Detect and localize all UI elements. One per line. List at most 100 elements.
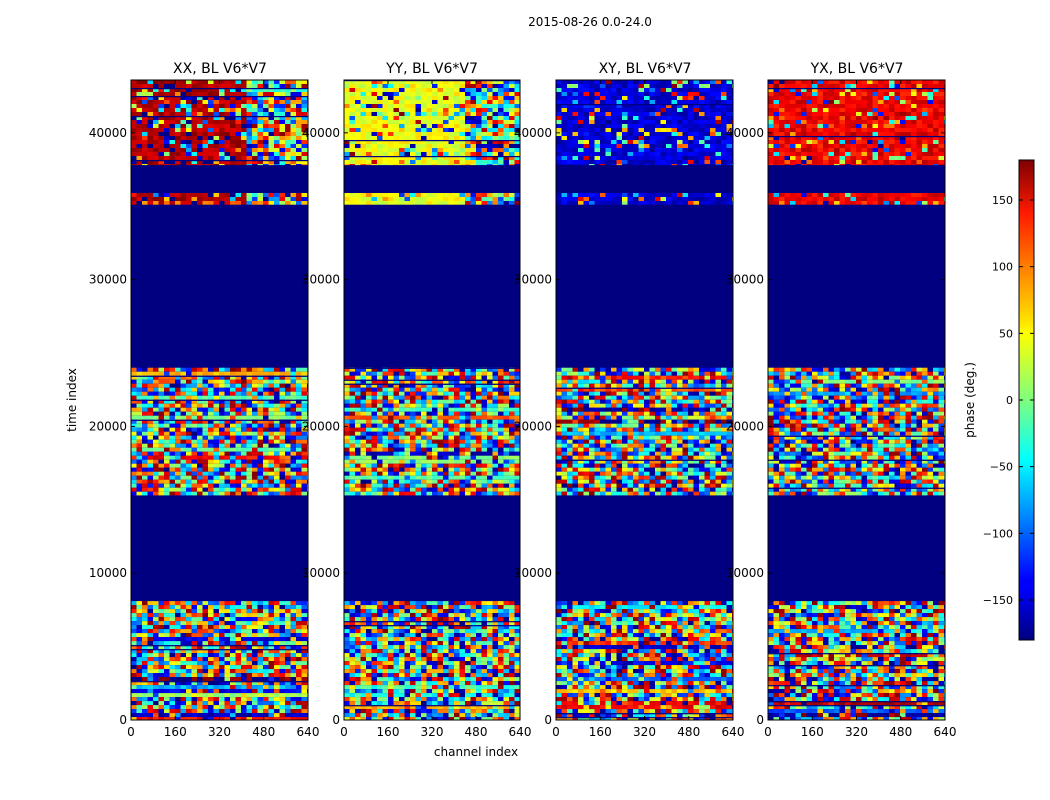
phase-cell bbox=[158, 641, 164, 646]
phase-cell bbox=[470, 487, 476, 492]
phase-cell bbox=[268, 637, 274, 642]
phase-cell bbox=[432, 661, 438, 666]
phase-cell bbox=[186, 467, 192, 472]
phase-cell bbox=[296, 144, 302, 148]
phase-cell bbox=[241, 697, 247, 702]
phase-cell bbox=[191, 367, 197, 372]
phase-cell bbox=[142, 455, 148, 460]
phase-cell bbox=[186, 661, 192, 666]
phase-cell bbox=[197, 100, 203, 104]
phase-cell bbox=[219, 479, 225, 484]
phase-cell bbox=[349, 677, 355, 682]
phase-cell bbox=[246, 701, 252, 706]
phase-cell bbox=[180, 156, 186, 160]
phase-cell bbox=[285, 431, 291, 436]
phase-cell bbox=[279, 653, 285, 658]
phase-cell bbox=[175, 108, 181, 112]
phase-cell bbox=[279, 633, 285, 638]
phase-cell bbox=[197, 677, 203, 682]
phase-cell bbox=[164, 197, 170, 201]
phase-cell bbox=[301, 653, 307, 658]
phase-cell bbox=[437, 685, 443, 690]
phase-cell bbox=[498, 483, 504, 488]
phase-cell bbox=[399, 383, 405, 388]
phase-cell bbox=[360, 375, 366, 380]
phase-cell bbox=[153, 479, 159, 484]
phase-cell bbox=[481, 201, 487, 205]
phase-cell bbox=[153, 435, 159, 440]
phase-cell bbox=[476, 491, 482, 496]
phase-cell bbox=[487, 641, 493, 646]
phase-cell bbox=[197, 653, 203, 658]
phase-cell bbox=[175, 152, 181, 156]
phase-cell bbox=[382, 399, 388, 404]
phase-cell bbox=[274, 431, 280, 436]
phase-cell bbox=[257, 116, 263, 120]
phase-cell bbox=[219, 649, 225, 654]
phase-cell bbox=[399, 435, 405, 440]
phase-cell bbox=[426, 491, 432, 496]
phase-cell bbox=[158, 395, 164, 400]
phase-cell bbox=[360, 657, 366, 662]
phase-cell bbox=[268, 164, 274, 166]
phase-cell bbox=[142, 84, 148, 88]
phase-cell bbox=[388, 657, 394, 662]
phase-cell bbox=[296, 475, 302, 480]
phase-cell bbox=[252, 657, 258, 662]
phase-cell bbox=[197, 128, 203, 132]
phase-cell bbox=[147, 641, 153, 646]
phase-cell bbox=[509, 709, 515, 714]
phase-cell bbox=[487, 657, 493, 662]
phase-cell bbox=[470, 383, 476, 388]
phase-cell bbox=[388, 459, 394, 464]
phase-cell bbox=[382, 709, 388, 714]
phase-cell bbox=[136, 613, 142, 618]
phase-cell bbox=[470, 419, 476, 424]
phase-cell bbox=[410, 717, 416, 720]
phase-cell bbox=[131, 645, 137, 650]
phase-cell bbox=[208, 463, 214, 468]
phase-cell bbox=[131, 411, 137, 416]
phase-cell bbox=[443, 713, 449, 718]
phase-cell bbox=[382, 375, 388, 380]
phase-cell bbox=[415, 491, 421, 496]
phase-cell bbox=[279, 475, 285, 480]
phase-cell bbox=[448, 713, 454, 718]
phase-cell bbox=[481, 697, 487, 702]
phase-cell bbox=[164, 96, 170, 100]
phase-cell bbox=[410, 677, 416, 682]
phase-cell bbox=[382, 407, 388, 412]
phase-cell bbox=[432, 689, 438, 694]
phase-cell bbox=[153, 419, 159, 424]
phase-cell bbox=[290, 705, 296, 710]
phase-cell bbox=[503, 419, 509, 424]
phase-cell bbox=[274, 391, 280, 396]
phase-cell bbox=[241, 633, 247, 638]
phase-cell bbox=[415, 367, 421, 372]
phase-cell bbox=[481, 637, 487, 642]
phase-cell bbox=[382, 673, 388, 678]
phase-cell bbox=[197, 367, 203, 372]
phase-cell bbox=[290, 399, 296, 404]
phase-cell bbox=[492, 427, 498, 432]
phase-cell bbox=[514, 459, 520, 464]
phase-cell bbox=[235, 487, 241, 492]
phase-cell bbox=[252, 383, 258, 388]
phase-cell bbox=[426, 693, 432, 698]
phase-cell bbox=[360, 467, 366, 472]
phase-cell bbox=[180, 685, 186, 690]
phase-cell bbox=[355, 665, 361, 670]
phase-cell bbox=[470, 605, 476, 610]
phase-cell bbox=[153, 391, 159, 396]
phase-cell bbox=[426, 415, 432, 420]
phase-cell bbox=[481, 681, 487, 686]
phase-cell bbox=[235, 713, 241, 718]
phase-cell bbox=[230, 479, 236, 484]
phase-cell bbox=[296, 451, 302, 456]
phase-cell bbox=[241, 447, 247, 452]
phase-cell bbox=[432, 479, 438, 484]
phase-cell bbox=[213, 132, 219, 136]
phase-cell bbox=[186, 148, 192, 152]
phase-cell bbox=[454, 641, 460, 646]
phase-cell bbox=[360, 665, 366, 670]
